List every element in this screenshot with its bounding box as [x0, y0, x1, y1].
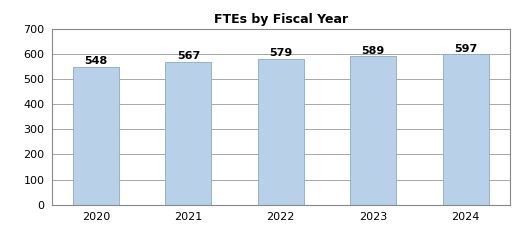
- Text: 579: 579: [269, 48, 292, 58]
- Bar: [443, 55, 489, 205]
- Text: 589: 589: [361, 46, 385, 56]
- Bar: [165, 62, 212, 205]
- Title: FTEs by Fiscal Year: FTEs by Fiscal Year: [214, 13, 348, 26]
- Bar: [258, 59, 304, 205]
- Text: 567: 567: [177, 51, 200, 61]
- Bar: [350, 56, 396, 205]
- Text: 597: 597: [454, 44, 477, 54]
- Bar: [73, 67, 119, 205]
- Text: 548: 548: [84, 56, 108, 66]
